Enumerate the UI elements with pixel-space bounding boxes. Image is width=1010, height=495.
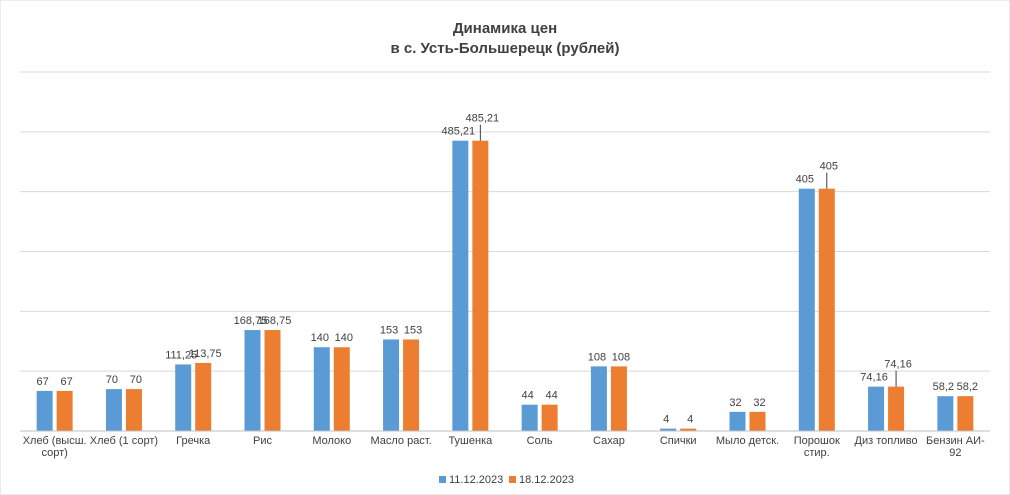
data-label: 140 xyxy=(335,332,353,344)
bar-series1 xyxy=(660,428,677,431)
category-label: Диз топливо xyxy=(855,435,918,447)
category-label: Хлеб (1 сорт) xyxy=(90,435,158,447)
category-label: 92 xyxy=(949,447,961,459)
legend-swatch xyxy=(509,476,516,483)
data-label: 32 xyxy=(729,397,741,409)
category-label: Сахар xyxy=(593,435,625,447)
data-label: 485,21 xyxy=(442,126,476,138)
category-label: сорт) xyxy=(41,447,67,459)
category-label: Тушенка xyxy=(448,435,493,447)
bar-series1 xyxy=(521,404,538,431)
bar-series2 xyxy=(125,389,142,431)
legend: 11.12.2023 18.12.2023 xyxy=(439,474,574,486)
data-label: 405 xyxy=(820,161,838,173)
bar-series1 xyxy=(937,396,954,431)
bar-series2 xyxy=(264,330,281,431)
data-label: 168,75 xyxy=(258,315,292,327)
bar-series1 xyxy=(383,339,400,431)
bar-series2 xyxy=(403,339,420,431)
bar-series1 xyxy=(452,140,469,431)
data-label: 108 xyxy=(588,351,606,363)
data-label: 108 xyxy=(612,351,630,363)
bar-series2 xyxy=(56,390,73,431)
bar-series2 xyxy=(333,347,350,431)
data-label: 140 xyxy=(311,332,329,344)
chart-subtitle: в с. Усть-Большерецк (рублей) xyxy=(390,40,619,57)
data-label: 74,16 xyxy=(860,372,888,384)
data-label: 44 xyxy=(546,390,558,402)
category-label: Соль xyxy=(527,435,553,447)
data-label: 32 xyxy=(753,397,765,409)
bar-series1 xyxy=(313,347,330,431)
bar-series1 xyxy=(244,330,261,431)
bar-series2 xyxy=(957,396,974,431)
bar-series1 xyxy=(798,188,815,431)
bar-series2 xyxy=(195,362,212,431)
category-label: Рис xyxy=(253,435,272,447)
bar-series1 xyxy=(868,386,885,431)
legend-label: 18.12.2023 xyxy=(519,474,574,486)
data-label: 74,16 xyxy=(884,359,912,371)
chart-title: Динамика цен xyxy=(453,20,557,37)
bar-series2 xyxy=(749,411,766,431)
category-label: Молоко xyxy=(312,435,351,447)
data-label: 58,2 xyxy=(933,381,954,393)
data-label: 4 xyxy=(663,414,669,426)
legend-label: 11.12.2023 xyxy=(449,474,503,486)
legend-swatch xyxy=(439,476,446,483)
bar-series1 xyxy=(729,411,746,431)
bar-series1 xyxy=(36,390,53,431)
category-label: Хлеб (высш. xyxy=(23,435,87,447)
data-label: 70 xyxy=(130,374,142,386)
data-label: 485,21 xyxy=(466,113,500,125)
bar-series2 xyxy=(472,140,489,431)
category-label: Масло раст. xyxy=(370,435,431,447)
data-label: 405 xyxy=(796,174,814,186)
data-label: 168,75 xyxy=(234,315,268,327)
category-label: Гречка xyxy=(176,435,211,447)
data-label: 67 xyxy=(37,376,49,388)
data-label: 70 xyxy=(106,374,118,386)
category-label: стир. xyxy=(804,447,830,459)
data-label: 4 xyxy=(687,414,693,426)
bar-series1 xyxy=(590,366,607,431)
bars xyxy=(36,140,974,431)
category-label: Порошок xyxy=(794,435,840,447)
bar-series2 xyxy=(541,404,558,431)
bar-series2 xyxy=(888,386,905,431)
bar-series1 xyxy=(105,389,122,431)
data-label: 113,75 xyxy=(189,348,222,360)
category-label: Мыло детск. xyxy=(716,435,779,447)
data-label: 153 xyxy=(380,324,398,336)
category-label: Бензин АИ- xyxy=(926,435,985,447)
data-label: 153 xyxy=(404,324,422,336)
category-label: Спички xyxy=(660,435,697,447)
data-label: 44 xyxy=(522,390,534,402)
bar-series1 xyxy=(175,364,192,431)
data-label: 111,25 xyxy=(165,349,197,361)
bar-series2 xyxy=(610,366,627,431)
bar-series2 xyxy=(818,188,835,431)
bar-series2 xyxy=(680,428,697,431)
data-label: 67 xyxy=(61,376,73,388)
data-label: 58,2 xyxy=(957,381,978,393)
x-axis: Хлеб (высш.сорт) Хлеб (1 сорт) Гречка Рис Мо… xyxy=(20,430,990,459)
